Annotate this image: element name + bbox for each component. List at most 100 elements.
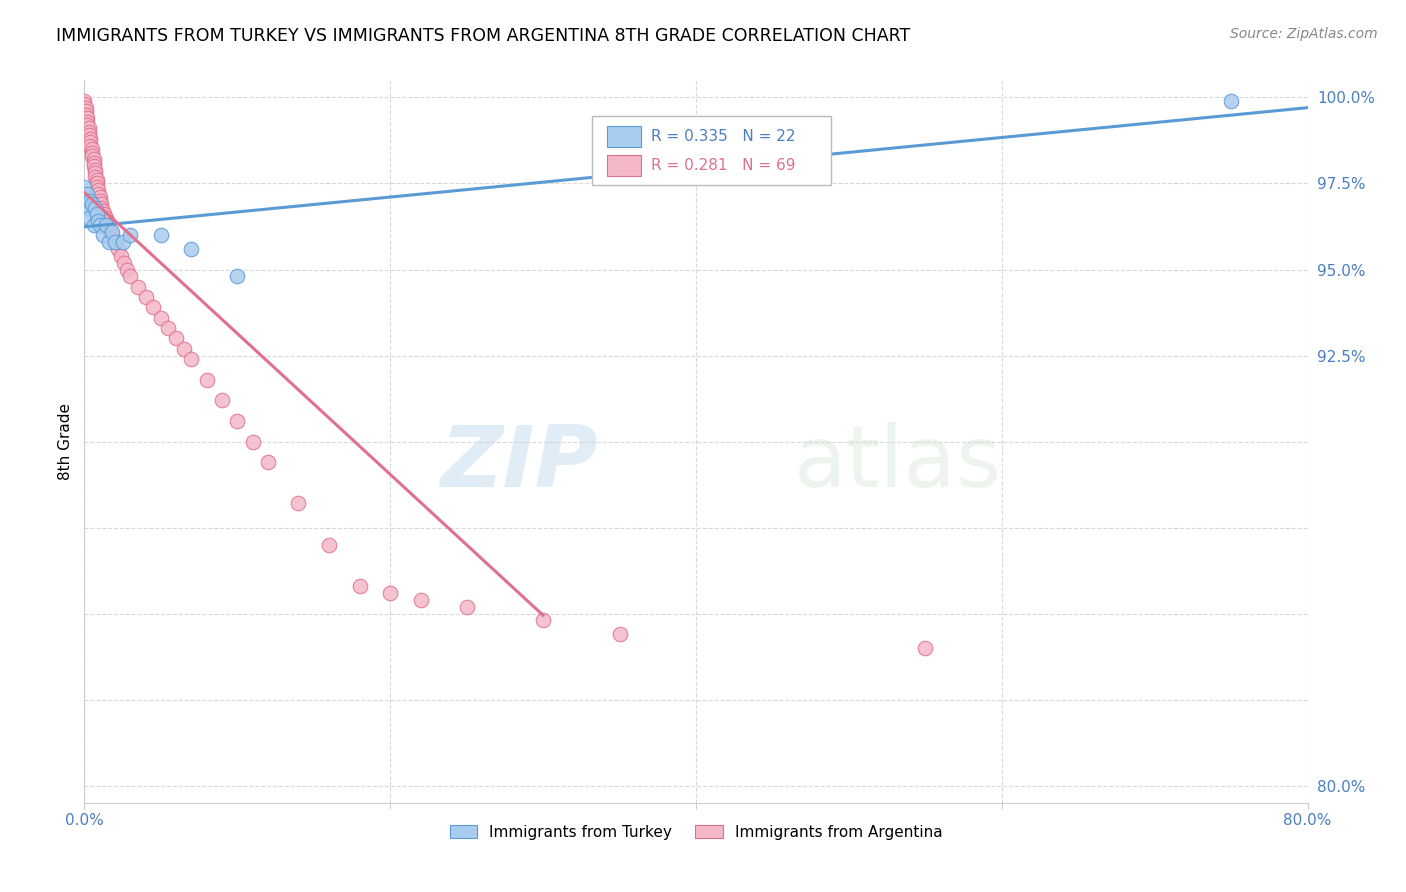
Point xyxy=(111,235,134,249)
FancyBboxPatch shape xyxy=(592,117,831,185)
Point xyxy=(180,242,202,256)
Point xyxy=(91,204,114,219)
Point xyxy=(84,169,107,184)
Point xyxy=(115,262,138,277)
Point xyxy=(80,145,103,160)
Text: R = 0.281   N = 69: R = 0.281 N = 69 xyxy=(651,158,796,173)
Point xyxy=(180,351,202,366)
Point xyxy=(75,201,97,215)
Point xyxy=(83,156,105,170)
Point xyxy=(142,301,165,315)
Point xyxy=(104,235,127,249)
Point xyxy=(287,496,309,510)
Point xyxy=(409,592,432,607)
Point xyxy=(242,434,264,449)
Point xyxy=(103,231,125,245)
Point xyxy=(86,177,108,191)
Point xyxy=(79,138,101,153)
Point xyxy=(94,218,117,232)
Point xyxy=(257,455,280,469)
Point xyxy=(89,218,111,232)
Point xyxy=(80,149,103,163)
Point xyxy=(101,225,124,239)
Point xyxy=(195,373,218,387)
Point xyxy=(226,414,249,428)
Text: IMMIGRANTS FROM TURKEY VS IMMIGRANTS FROM ARGENTINA 8TH GRADE CORRELATION CHART: IMMIGRANTS FROM TURKEY VS IMMIGRANTS FRO… xyxy=(56,27,911,45)
Point xyxy=(107,242,129,256)
Point xyxy=(80,142,103,156)
Point xyxy=(77,125,100,139)
Point xyxy=(87,186,110,201)
Point xyxy=(73,180,96,194)
FancyBboxPatch shape xyxy=(606,154,641,177)
Text: R = 0.335   N = 22: R = 0.335 N = 22 xyxy=(651,129,796,145)
Point xyxy=(101,228,124,243)
Point xyxy=(211,393,233,408)
Point xyxy=(75,104,97,119)
Point xyxy=(77,211,100,225)
Point xyxy=(98,225,121,239)
Point xyxy=(318,538,340,552)
Point xyxy=(456,599,478,614)
Point xyxy=(165,331,187,345)
Point xyxy=(149,310,172,325)
Point xyxy=(84,162,107,177)
Point xyxy=(79,135,101,149)
Point xyxy=(89,190,111,204)
Point xyxy=(110,249,132,263)
Point xyxy=(87,214,110,228)
Point xyxy=(173,342,195,356)
Point xyxy=(157,321,180,335)
Point xyxy=(96,218,118,232)
Point xyxy=(87,183,110,197)
Point xyxy=(83,159,105,173)
Point xyxy=(84,166,107,180)
Point xyxy=(93,207,115,221)
Point xyxy=(76,114,98,128)
Text: ZIP: ZIP xyxy=(440,422,598,505)
Point xyxy=(120,269,142,284)
Point xyxy=(104,235,127,249)
Point xyxy=(76,111,98,125)
Point xyxy=(75,101,97,115)
Legend: Immigrants from Turkey, Immigrants from Argentina: Immigrants from Turkey, Immigrants from … xyxy=(443,819,949,846)
Point xyxy=(86,180,108,194)
Point xyxy=(127,279,149,293)
Point xyxy=(77,121,100,136)
Point xyxy=(914,640,936,655)
Point xyxy=(80,197,103,211)
Point xyxy=(97,221,120,235)
Point xyxy=(609,627,631,641)
Point xyxy=(73,94,96,108)
Point xyxy=(96,214,118,228)
Point xyxy=(90,201,112,215)
Point xyxy=(77,128,100,143)
Point xyxy=(86,207,108,221)
Point xyxy=(75,108,97,122)
Point xyxy=(73,97,96,112)
Point xyxy=(97,235,120,249)
Point xyxy=(79,132,101,146)
Point xyxy=(79,194,101,208)
Y-axis label: 8th Grade: 8th Grade xyxy=(58,403,73,480)
Point xyxy=(120,228,142,243)
Point xyxy=(83,218,105,232)
Point xyxy=(135,290,157,304)
Point xyxy=(149,228,172,243)
Point xyxy=(76,118,98,132)
Point xyxy=(90,197,112,211)
Point xyxy=(84,201,107,215)
Point xyxy=(89,194,111,208)
Point xyxy=(83,153,105,167)
Point xyxy=(112,255,135,269)
Point xyxy=(531,614,554,628)
Point xyxy=(226,269,249,284)
Point xyxy=(380,586,402,600)
Point xyxy=(349,579,371,593)
Point xyxy=(91,228,114,243)
Text: Source: ZipAtlas.com: Source: ZipAtlas.com xyxy=(1230,27,1378,41)
Point xyxy=(86,173,108,187)
FancyBboxPatch shape xyxy=(606,126,641,147)
Point xyxy=(94,211,117,225)
Point xyxy=(76,186,98,201)
